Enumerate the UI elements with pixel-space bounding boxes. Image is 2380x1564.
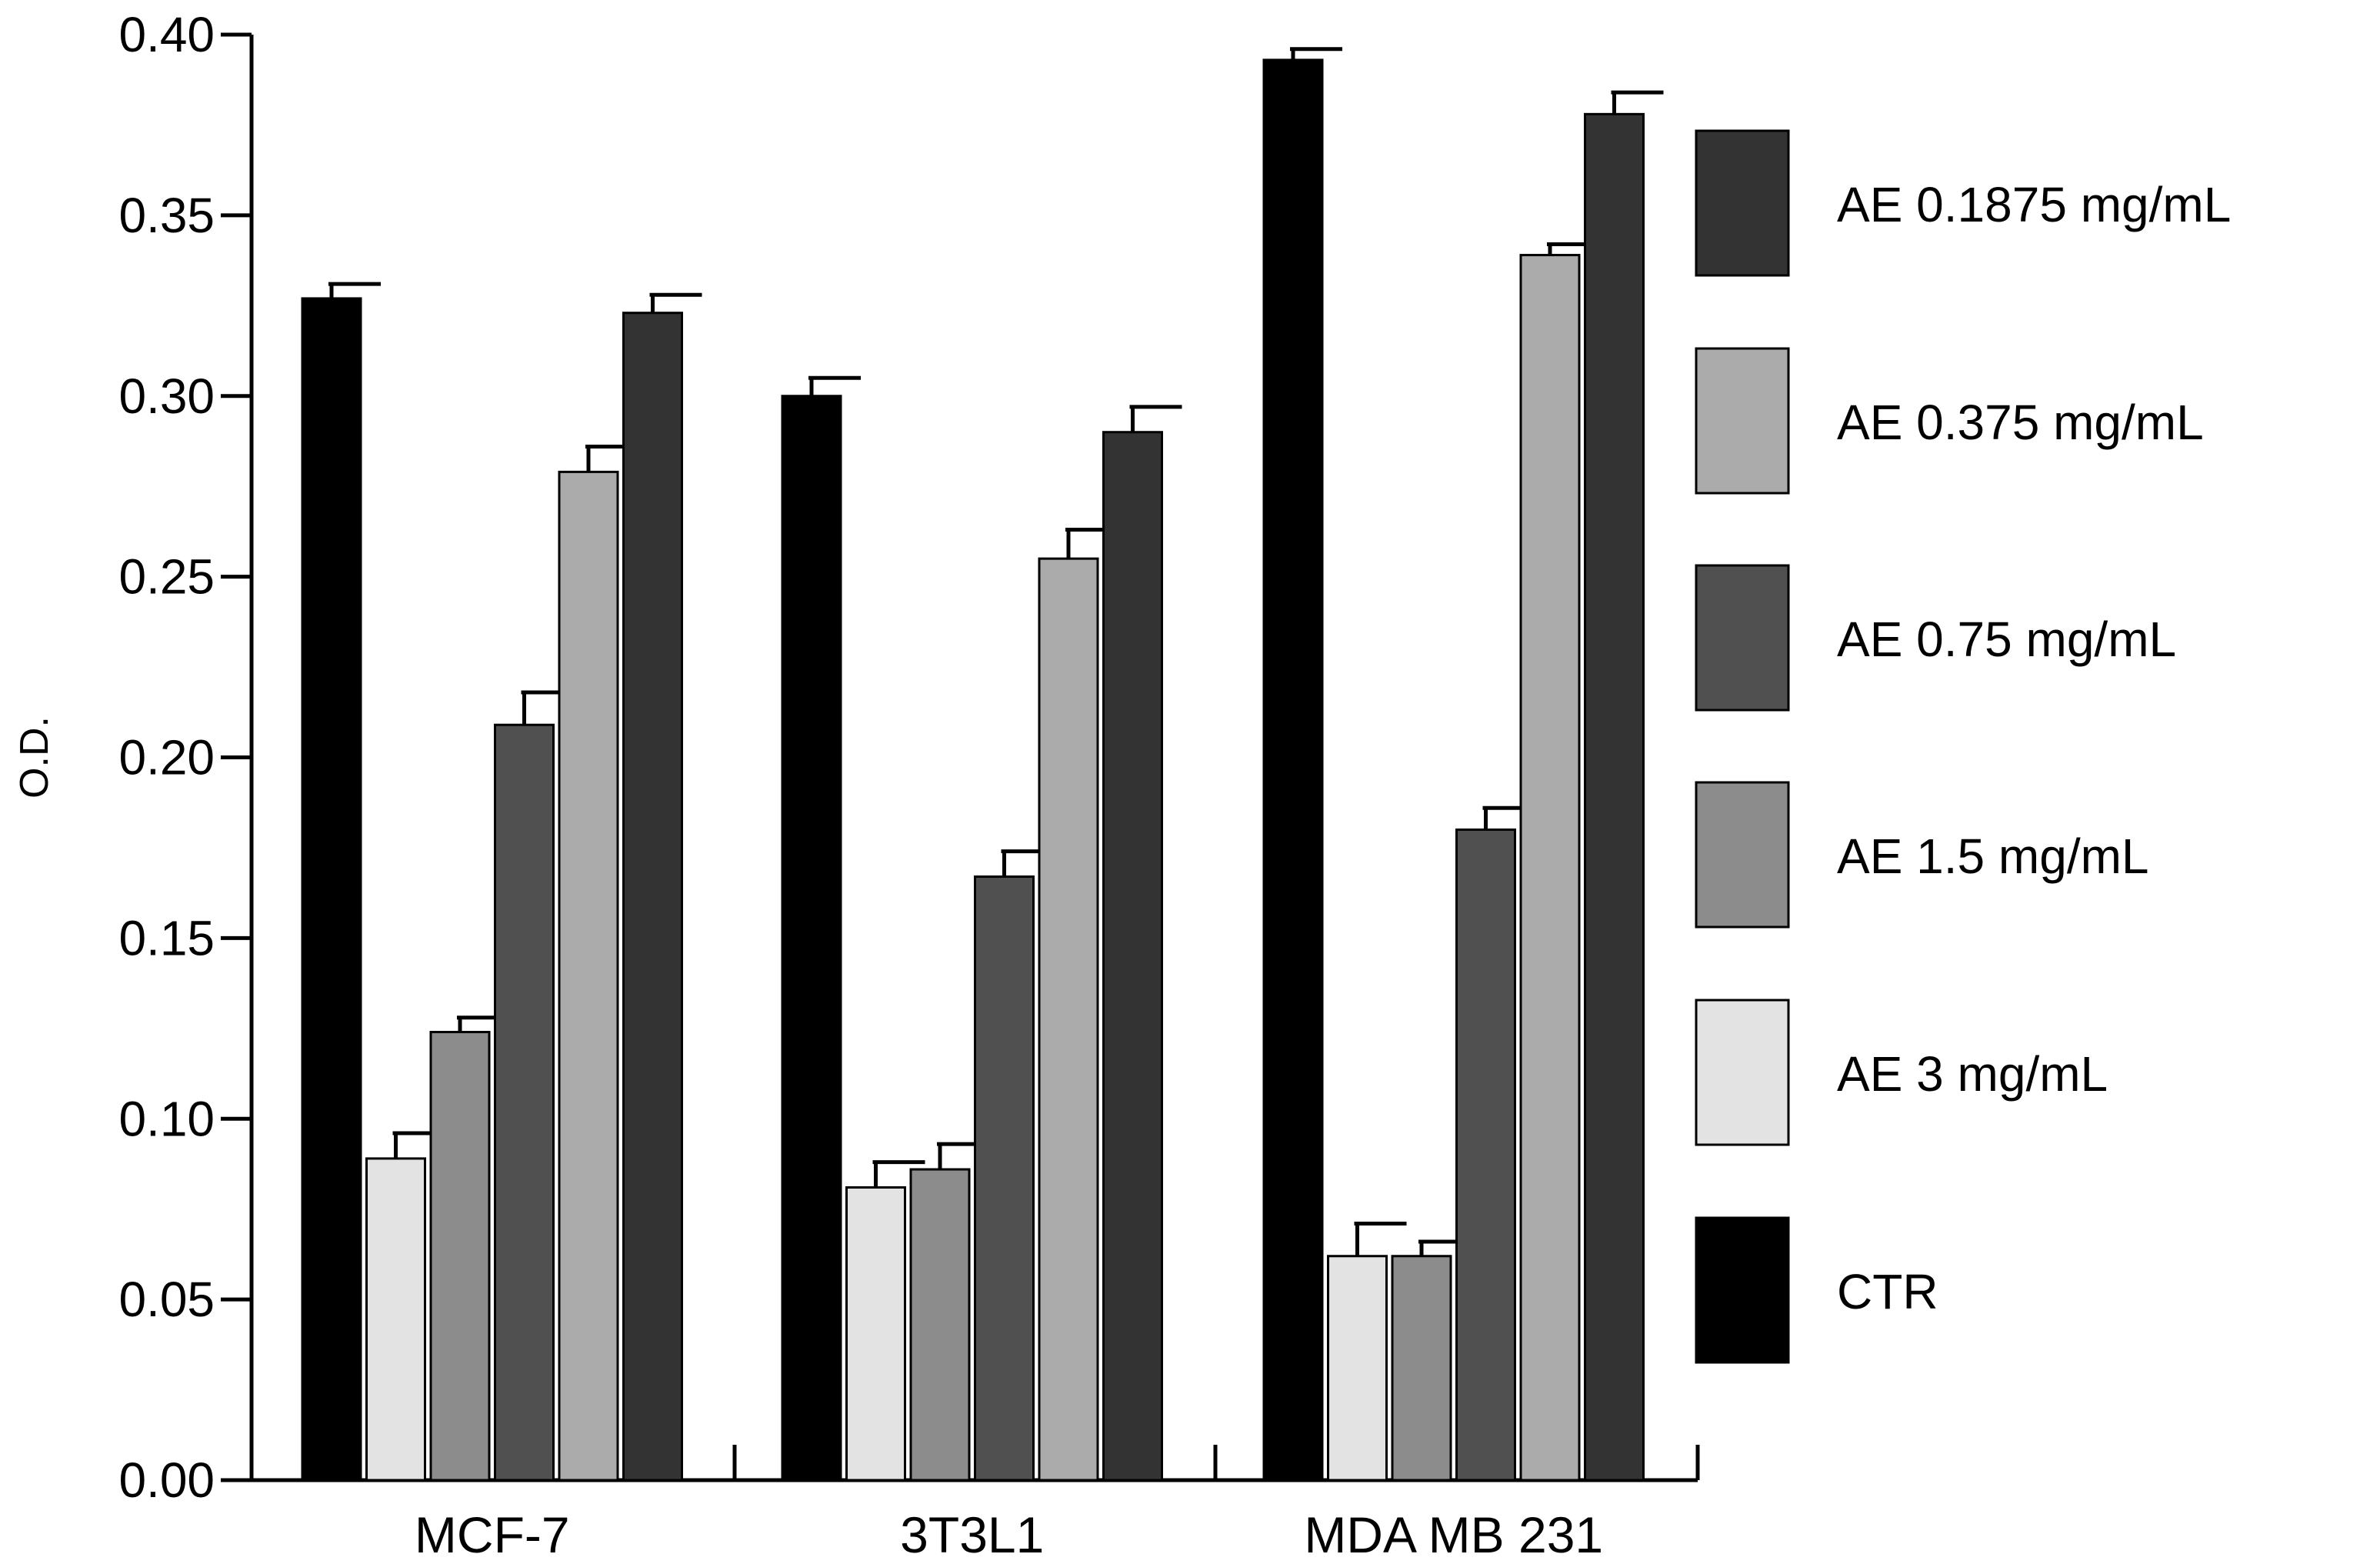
- bar: [301, 297, 362, 1482]
- y-tick-label: 0.15: [118, 910, 215, 965]
- legend-label: AE 0.75 mg/mL: [1837, 612, 2176, 667]
- bar: [494, 723, 555, 1482]
- legend-label: AE 1.5 mg/mL: [1837, 829, 2149, 884]
- bar: [845, 1186, 906, 1482]
- legend-label: CTR: [1837, 1264, 1938, 1319]
- bar: [558, 470, 619, 1482]
- bar: [1102, 431, 1163, 1482]
- legend-label: AE 0.375 mg/mL: [1837, 395, 2204, 450]
- bar: [1519, 254, 1581, 1482]
- plot-area: 0.00 0.05 0.10 0.15 0.20 0.25 0.30 0.35 0.40 O.D.…: [12, 7, 1700, 1563]
- bar: [1262, 58, 1324, 1482]
- bar: [1455, 828, 1516, 1482]
- y-tick-label: 0.30: [118, 368, 215, 424]
- legend-swatch: [1695, 781, 1790, 929]
- bar: [974, 875, 1035, 1482]
- bar: [622, 312, 683, 1482]
- bar: [365, 1157, 426, 1482]
- legend-swatch: [1695, 564, 1790, 712]
- legend-swatch: [1695, 347, 1790, 495]
- legend-swatch: [1695, 999, 1790, 1146]
- legend: AE 0.1875 mg/mL AE 0.375 mg/mL AE 0.75 mg/…: [1695, 129, 2231, 1364]
- legend-label: AE 3 mg/mL: [1837, 1046, 2108, 1102]
- y-tick-label: 0.00: [118, 1452, 215, 1508]
- legend-swatch: [1695, 129, 1790, 277]
- y-axis-label: O.D.: [12, 716, 57, 799]
- x-tick-label: MDA MB 231: [1304, 1506, 1603, 1563]
- y-tick-label: 0.20: [118, 730, 215, 785]
- bar: [1391, 1255, 1452, 1482]
- y-tick-label: 0.10: [118, 1091, 215, 1146]
- y-tick-label: 0.35: [118, 188, 215, 243]
- y-tick-label: 0.40: [118, 7, 215, 62]
- bar: [1038, 557, 1099, 1482]
- bar: [429, 1031, 491, 1482]
- x-tick-label: MCF-7: [415, 1506, 570, 1563]
- bar: [1327, 1255, 1388, 1482]
- y-tick-label: 0.05: [118, 1272, 215, 1327]
- y-tick-label: 0.25: [118, 549, 215, 605]
- bar: [1584, 112, 1645, 1482]
- bar: [781, 395, 842, 1482]
- bar: [909, 1168, 971, 1482]
- legend-label: AE 0.1875 mg/mL: [1837, 177, 2231, 232]
- legend-swatch: [1695, 1216, 1790, 1364]
- x-tick-label: 3T3L1: [900, 1506, 1044, 1563]
